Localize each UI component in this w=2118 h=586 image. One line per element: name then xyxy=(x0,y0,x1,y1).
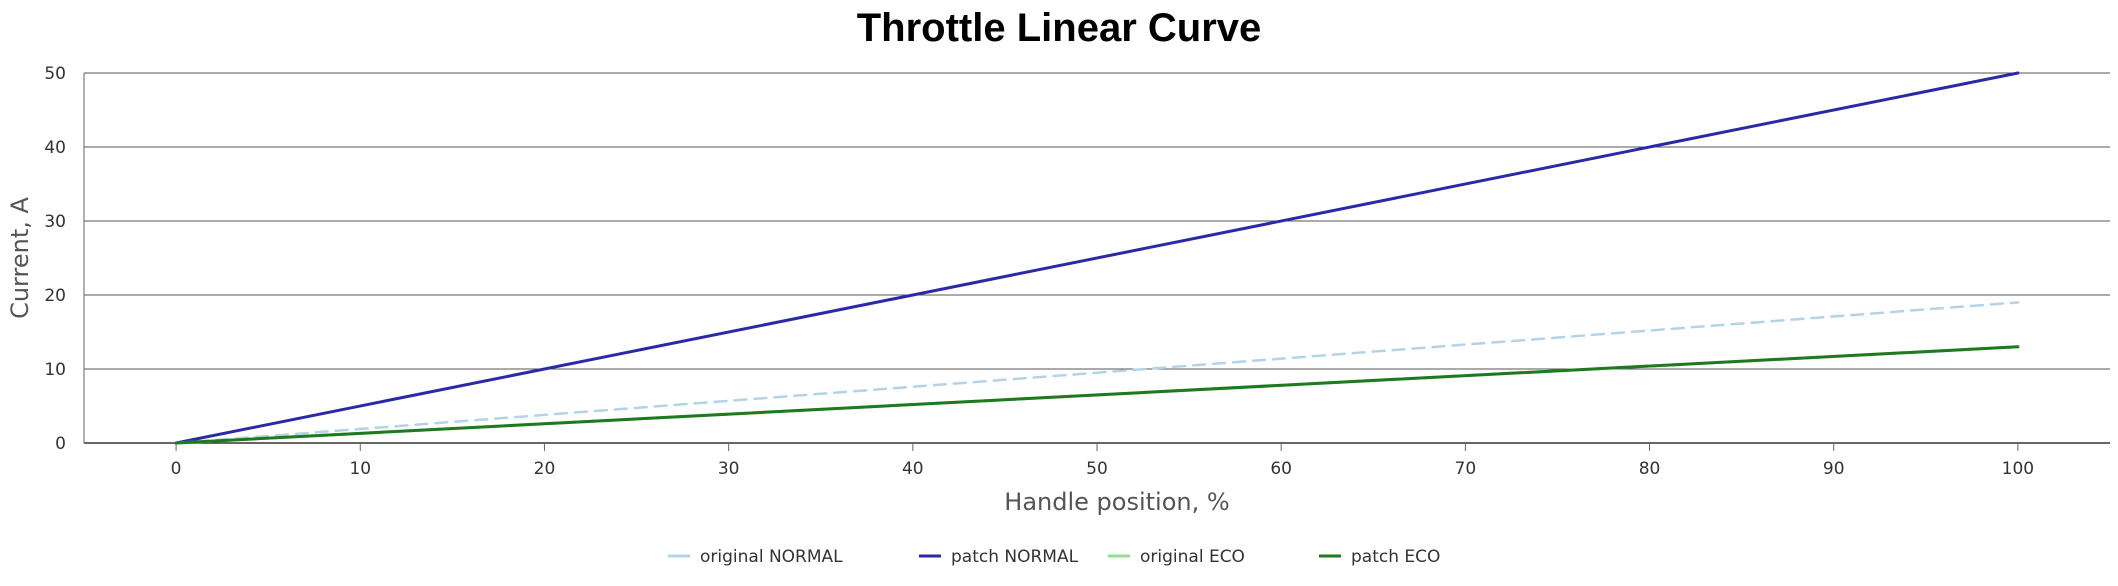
x-tick-label: 50 xyxy=(1086,459,1108,479)
y-tick-label: 0 xyxy=(55,434,66,454)
x-tick-label: 100 xyxy=(2002,459,2034,479)
x-tick-label: 40 xyxy=(902,459,924,479)
chart-title: Throttle Linear Curve xyxy=(856,6,1262,50)
legend-label-0: original NORMAL xyxy=(700,547,843,567)
legend: original NORMAL patch NORMAL original ECO p… xyxy=(668,547,1440,567)
x-tick-label: 60 xyxy=(1270,459,1292,479)
x-tick-label: 80 xyxy=(1639,459,1661,479)
x-tick-label: 30 xyxy=(718,459,740,479)
x-tick-label: 20 xyxy=(534,459,556,479)
legend-label-1: patch NORMAL xyxy=(951,547,1079,567)
series-lines xyxy=(174,71,2020,445)
legend-label-2: original ECO xyxy=(1140,547,1245,567)
series-line-0 xyxy=(174,301,2020,445)
y-tick-label: 40 xyxy=(44,138,66,158)
x-tick-label: 10 xyxy=(349,459,371,479)
x-tick-label: 90 xyxy=(1823,459,1845,479)
x-tick-labels: 0 10 20 30 40 50 60 70 80 90 100 xyxy=(171,459,2034,479)
y-axis-label: Current, A xyxy=(6,197,34,319)
y-tick-label: 50 xyxy=(44,64,66,84)
axes xyxy=(83,73,2019,451)
y-tick-label: 30 xyxy=(44,212,66,232)
legend-label-3: patch ECO xyxy=(1351,547,1440,567)
series-line-3 xyxy=(174,345,2020,445)
series-line-1 xyxy=(174,71,2020,445)
x-tick-label: 70 xyxy=(1455,459,1477,479)
y-tick-labels: 0 10 20 30 40 50 xyxy=(44,64,66,454)
y-tick-label: 20 xyxy=(44,286,66,306)
grid-lines xyxy=(84,72,2110,444)
x-tick-label: 0 xyxy=(171,459,182,479)
y-tick-label: 10 xyxy=(44,360,66,380)
x-axis-label: Handle position, % xyxy=(1004,488,1229,516)
